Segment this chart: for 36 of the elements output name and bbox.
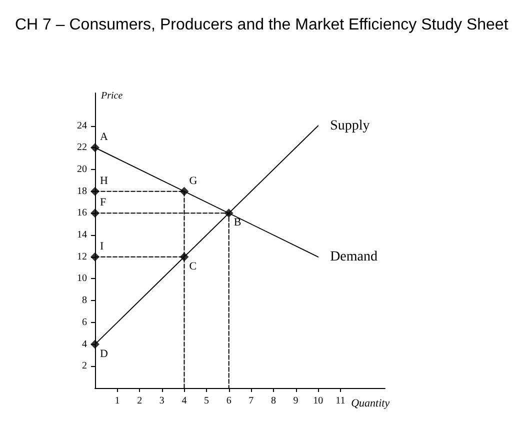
series-label: Supply — [330, 118, 370, 134]
x-tick-label: 8 — [270, 396, 276, 406]
y-tick-label: 20 — [77, 164, 87, 175]
x-tick-label: 3 — [159, 396, 164, 406]
annotation: D — [100, 348, 108, 360]
annotation: G — [189, 174, 198, 187]
y-tick-label: 22 — [77, 142, 87, 154]
y-tick-label: 14 — [77, 230, 87, 241]
x-tick-label: 5 — [204, 396, 210, 406]
annotation: A — [100, 131, 108, 144]
y-tick-label: 6 — [82, 316, 87, 328]
annotation: I — [100, 240, 104, 252]
annotation: C — [189, 260, 197, 272]
x-tick-label: 2 — [137, 396, 142, 406]
y-tick-label: 2 — [82, 360, 87, 372]
y-tick-label: 12 — [77, 251, 87, 262]
x-tick-label: 9 — [293, 396, 298, 406]
annotation: F — [100, 196, 106, 209]
x-tick-label: 7 — [248, 396, 254, 406]
x-tick-label: 1 — [114, 396, 120, 406]
y-tick-label: 8 — [82, 295, 87, 306]
x-tick-label: 10 — [313, 396, 324, 406]
x-tick-label: 11 — [336, 396, 346, 406]
y-tick-label: 18 — [77, 186, 87, 197]
x-axis-title: Quantity — [351, 398, 390, 410]
y-tick-label: 10 — [77, 273, 87, 284]
y-tick-label: 4 — [82, 338, 87, 350]
annotation: H — [100, 174, 108, 187]
y-axis-title: Price — [100, 90, 124, 102]
y-tick-label: 16 — [77, 208, 87, 219]
annotation: B — [234, 216, 242, 229]
x-tick-label: 4 — [182, 396, 187, 406]
y-tick-label: 24 — [77, 120, 87, 132]
chart-title: CH 7 – Consumers, Producers and the Market Efficiency Study Sheet — [15, 16, 509, 34]
x-tick-label: 6 — [226, 396, 232, 406]
series-label: Demand — [330, 249, 378, 264]
